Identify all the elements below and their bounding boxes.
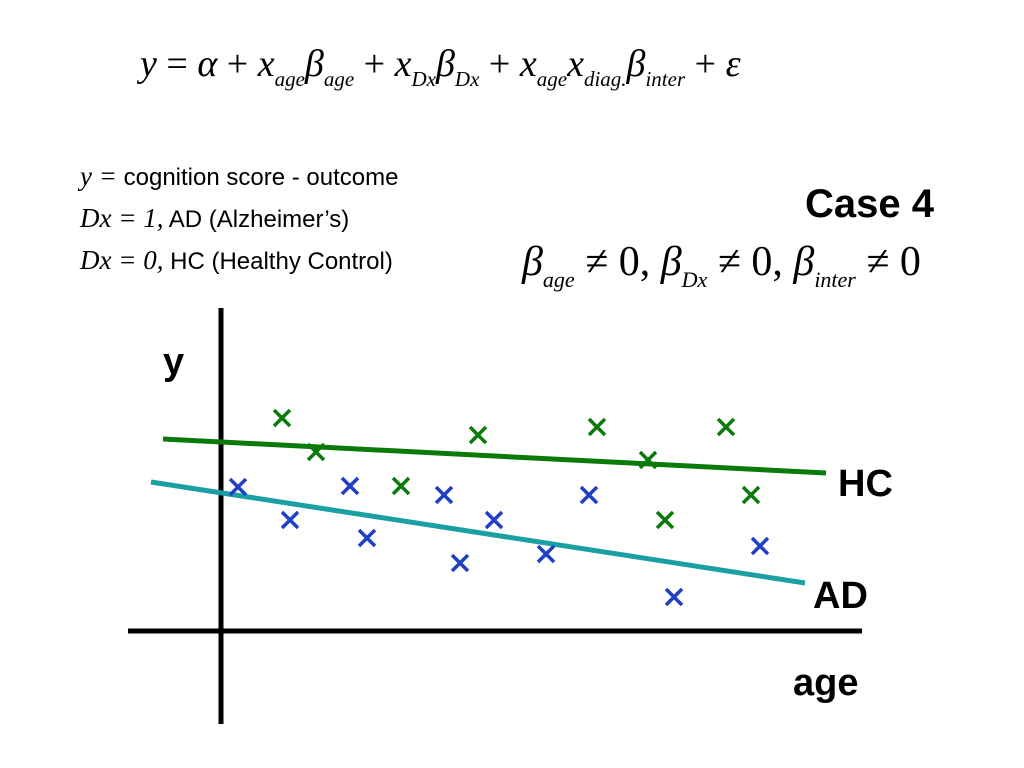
hc-data-point: [655, 510, 675, 530]
model-equation: y = α + xageβage + xDxβDx + xagexdiag.βi…: [140, 43, 741, 91]
hc-data-point: [391, 476, 411, 496]
ad-data-point: [450, 553, 470, 573]
ad-data-point: [434, 485, 454, 505]
hc-data-point: [306, 442, 326, 462]
hc-data-point: [741, 485, 761, 505]
ad-data-point: [228, 477, 248, 497]
variable-definitions: y = cognition score - outcome Dx = 1, AD…: [80, 156, 398, 282]
ad-data-point: [664, 587, 684, 607]
hc-data-point: [272, 408, 292, 428]
ad-data-point: [579, 485, 599, 505]
hc-trend-line: [162, 436, 827, 476]
ad-data-point: [340, 476, 360, 496]
definition-y: y = cognition score - outcome: [80, 161, 399, 191]
definition-dx-ad: Dx = 1, AD (Alzheimer’s): [80, 203, 350, 233]
ad-data-point: [280, 510, 300, 530]
ad-series-label: AD: [813, 575, 868, 617]
x-axis-label: age: [793, 662, 858, 704]
hc-data-point: [716, 417, 736, 437]
hc-data-point: [468, 425, 488, 445]
ad-data-point: [357, 528, 377, 548]
ad-data-point: [750, 536, 770, 556]
case-label: Case 4: [805, 182, 934, 226]
y-axis-label: y: [163, 341, 184, 383]
ad-data-point: [484, 510, 504, 530]
hc-data-point: [587, 417, 607, 437]
definition-dx-hc: Dx = 0, HC (Healthy Control): [80, 245, 393, 275]
series-layer: HC AD: [150, 408, 893, 617]
hc-data-point: [638, 450, 658, 470]
ad-data-point: [536, 544, 556, 564]
beta-conditions: βage ≠ 0, βDx ≠ 0, βinter ≠ 0: [522, 239, 921, 292]
hc-series-label: HC: [838, 463, 893, 505]
ad-trend-line: [150, 479, 806, 586]
